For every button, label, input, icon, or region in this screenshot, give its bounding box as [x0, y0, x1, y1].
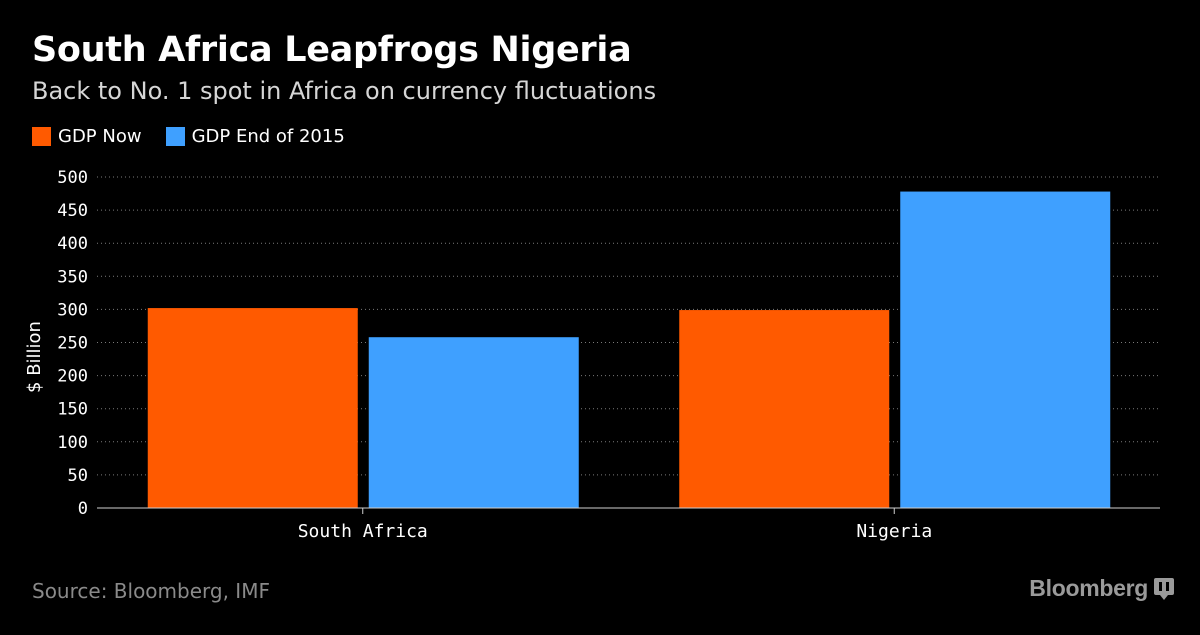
y-tick-label: 50 [68, 466, 88, 486]
y-tick-labels: 0 50 100 150 200 250 300 350 400 450 500 [57, 168, 88, 519]
bar-nigeria-gdp-end-of-2015 [900, 191, 1111, 508]
bloomberg-logo: Bloomberg [1029, 575, 1174, 602]
brand-text: Bloomberg [1029, 575, 1148, 601]
legend: GDP Now GDP End of 2015 [32, 124, 369, 148]
y-tick-label: 400 [57, 234, 88, 254]
bar-south-africa-gdp-end-of-2015 [368, 337, 579, 508]
x-tick-label: South Africa [298, 521, 428, 542]
legend-label-gdp-end-2015: GDP End of 2015 [191, 125, 345, 147]
y-tick-label: 450 [57, 201, 88, 221]
y-tick-label: 200 [57, 367, 88, 387]
legend-swatch-gdp-end-2015 [165, 126, 185, 146]
bar-nigeria-gdp-now [679, 310, 890, 508]
bar-chart: 0 50 100 150 200 250 300 350 400 450 500 South Afr… [24, 168, 1160, 542]
x-tick-labels: South Africa Nigeria [298, 508, 932, 542]
legend-label-gdp-now: GDP Now [58, 125, 142, 147]
y-axis-label: $ Billion [24, 321, 45, 393]
y-tick-label: 150 [57, 400, 88, 420]
legend-item-gdp-now: GDP Now [32, 126, 142, 147]
y-tick-label: 100 [57, 433, 88, 453]
source-note: Source: Bloomberg, IMF [32, 579, 270, 603]
y-tick-label: 500 [57, 168, 88, 188]
y-tick-label: 250 [57, 334, 88, 354]
bar-south-africa-gdp-now [147, 308, 358, 508]
y-tick-label: 300 [57, 300, 88, 320]
y-tick-label: 0 [78, 499, 88, 519]
chart-title: South Africa Leapfrogs Nigeria [32, 30, 632, 70]
bars [147, 191, 1111, 508]
legend-item-gdp-end-2015: GDP End of 2015 [165, 125, 345, 147]
chart-subtitle: Back to No. 1 spot in Africa on currency… [32, 77, 657, 105]
y-tick-label: 350 [57, 267, 88, 287]
x-tick-label: Nigeria [856, 521, 932, 542]
bloomberg-pause-icon [1154, 577, 1174, 600]
legend-swatch-gdp-now [32, 126, 51, 146]
